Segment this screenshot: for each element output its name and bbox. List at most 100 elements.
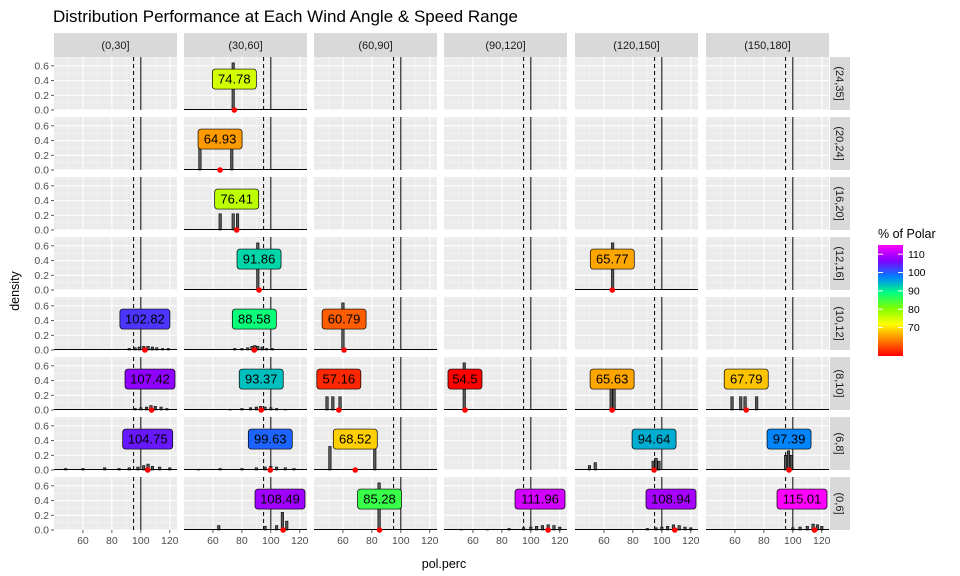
y-tick-label: 0.0 — [34, 105, 49, 117]
facet-panel — [54, 117, 177, 171]
panel-data: 94.64 — [575, 428, 698, 473]
column-strip: (90,120] — [444, 33, 567, 57]
value-badge: 108.94 — [645, 488, 697, 510]
y-tick-label: 0.4 — [34, 195, 49, 207]
facet-panel — [444, 297, 567, 351]
facet-panel — [314, 117, 437, 171]
x-tick-label: 100 — [784, 535, 802, 547]
x-tick-label: 100 — [653, 535, 671, 547]
panel-data: 108.49 — [184, 488, 307, 533]
x-tick-label: 120 — [161, 535, 179, 547]
value-badge-label: 111.96 — [521, 492, 559, 507]
histogram-bar — [325, 396, 329, 411]
y-tick-label: 0.2 — [34, 210, 49, 222]
mean-point — [609, 287, 616, 293]
panel-data: 91.86 — [184, 242, 307, 293]
value-badge-label: 108.49 — [260, 492, 300, 507]
mean-point — [462, 407, 468, 413]
row-strip: (6,8] — [830, 417, 850, 470]
y-tick-label: 0.0 — [34, 165, 49, 177]
mean-point — [811, 527, 818, 533]
y-tick-label: 0.4 — [34, 75, 49, 87]
y-tick-label: 0.4 — [34, 315, 49, 327]
value-badge: 67.79 — [723, 368, 769, 390]
value-badge: 76.41 — [214, 188, 260, 210]
y-axis-title: density — [8, 270, 22, 310]
column-strip-label: (60,90] — [358, 40, 392, 52]
mean-point — [545, 527, 551, 533]
value-badge-label: 104.75 — [128, 432, 168, 447]
row-strip: (12,16] — [830, 237, 850, 290]
panel-data: 67.79 — [706, 368, 829, 413]
mean-point — [336, 407, 342, 413]
row-strip: (8,10] — [830, 357, 850, 410]
facet-panel — [444, 237, 567, 291]
facet-panel — [314, 57, 437, 111]
histogram-bar — [657, 460, 661, 471]
row-strip: (16,20] — [830, 177, 850, 230]
value-badge: 104.75 — [122, 428, 174, 450]
row-strip-label: (8,10] — [833, 369, 845, 397]
value-badge: 60.79 — [321, 308, 367, 330]
histogram-bar — [231, 213, 235, 231]
facet-panel — [54, 57, 177, 111]
y-tick-label: 0.2 — [34, 150, 49, 162]
panel-data: 102.82 — [54, 308, 177, 353]
histogram-bar — [784, 454, 788, 471]
value-badge: 107.42 — [124, 368, 176, 390]
x-tick-label: 100 — [392, 535, 410, 547]
column-strip-label: (0,30] — [101, 40, 129, 52]
value-badge-label: 65.63 — [596, 372, 629, 387]
y-tick-label: 0.0 — [34, 465, 49, 477]
histogram-bar — [331, 396, 335, 411]
value-badge-label: 76.41 — [220, 192, 253, 207]
mean-point — [251, 347, 258, 353]
x-tick-label: 60 — [77, 535, 89, 547]
row-strip-label: (12,16] — [833, 246, 845, 280]
value-badge-label: 94.64 — [638, 432, 671, 447]
legend-break-label: 100 — [908, 267, 926, 279]
histogram-bar — [593, 462, 597, 471]
panel-data: 65.63 — [575, 368, 698, 413]
x-tick-label: 60 — [598, 535, 610, 547]
y-tick-label: 0.4 — [34, 495, 49, 507]
x-tick-label: 120 — [551, 535, 569, 547]
x-axis-title: pol.perc — [422, 557, 466, 571]
histogram-bar — [739, 396, 743, 411]
value-badge-label: 60.79 — [328, 312, 361, 327]
axes-layer: 0.0 0.2 0.4 0.6 0.0 0.2 0.4 0.6 0.0 0.2 0.4 0.6 0.0 0… — [34, 60, 830, 547]
histogram-bar — [218, 213, 222, 231]
value-badge-label: 97.39 — [773, 432, 806, 447]
facet-panel — [575, 57, 698, 111]
histogram-bar — [730, 396, 734, 411]
x-tick-label: 100 — [132, 535, 150, 547]
histogram-bar — [285, 520, 289, 531]
histogram-bar — [612, 386, 616, 411]
row-strip: (0,6] — [830, 477, 850, 530]
x-tick-label: 80 — [496, 535, 508, 547]
row-strip-label: (0,6] — [833, 492, 845, 514]
value-badge-label: 93.37 — [245, 372, 278, 387]
value-badge: 68.52 — [332, 428, 378, 450]
panel-data: 60.79 — [314, 302, 437, 353]
facet-panel — [444, 57, 567, 111]
column-strip: (0,30] — [54, 33, 177, 57]
panel-data: 54.5 — [444, 362, 567, 413]
value-badge: 94.64 — [631, 428, 677, 450]
mean-point — [258, 407, 265, 413]
facet-panel — [706, 57, 829, 111]
x-tick-label: 60 — [467, 535, 479, 547]
panel-data: 57.16 — [314, 368, 437, 413]
facet-panel — [706, 297, 829, 351]
facet-panel — [444, 117, 567, 171]
y-tick-label: 0.6 — [34, 300, 49, 312]
y-tick-label: 0.2 — [34, 450, 49, 462]
column-strip: (120,150] — [575, 33, 698, 57]
column-strip: (60,90] — [314, 33, 437, 57]
mean-point — [148, 407, 155, 413]
value-badge: 65.63 — [589, 368, 635, 390]
value-badge: 74.78 — [211, 68, 257, 90]
panel-data: 111.96 — [444, 488, 567, 533]
mean-point — [142, 347, 148, 353]
column-strip: (150,180] — [706, 33, 829, 57]
